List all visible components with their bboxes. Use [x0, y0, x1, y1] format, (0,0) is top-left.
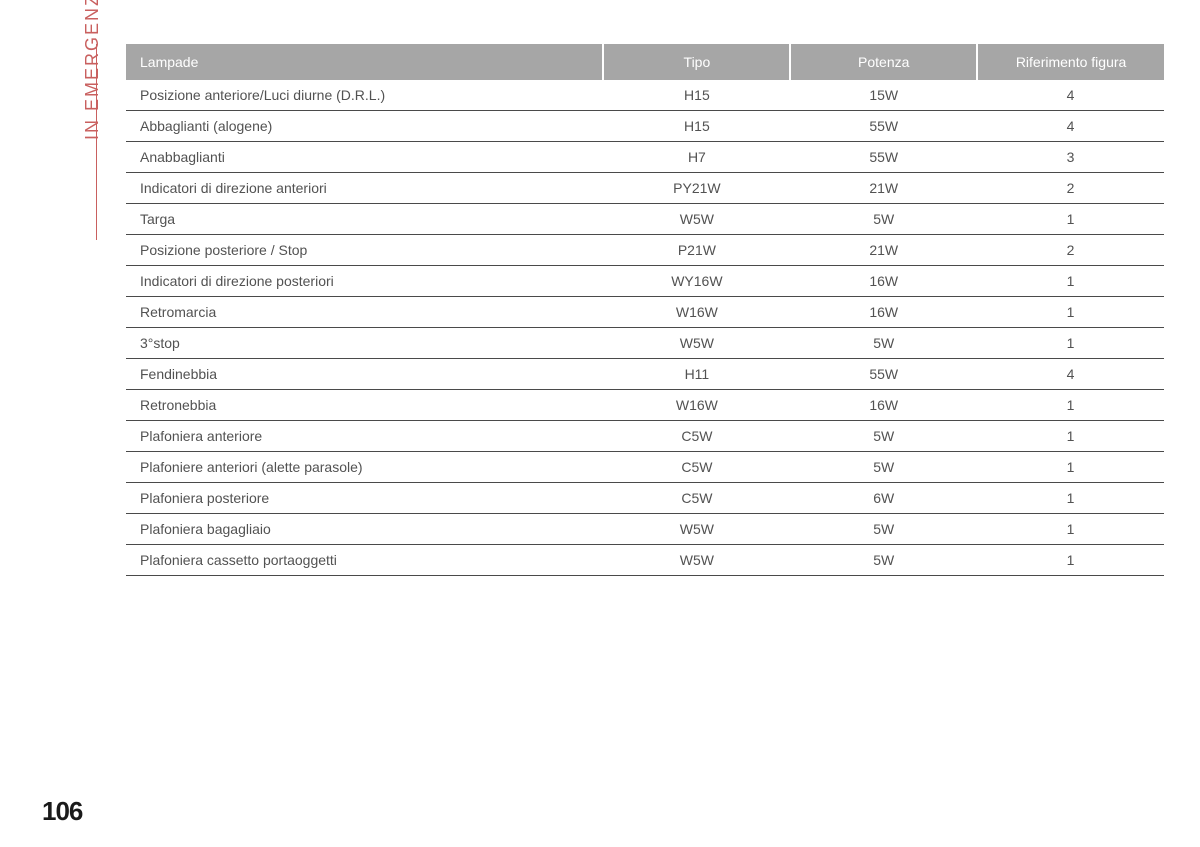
- cell-potenza: 55W: [790, 111, 977, 142]
- cell-tipo: C5W: [603, 421, 790, 452]
- cell-lamp: Targa: [126, 204, 603, 235]
- cell-rif: 4: [977, 80, 1164, 111]
- cell-potenza: 5W: [790, 452, 977, 483]
- section-side-label: IN EMERGENZA: [82, 0, 103, 140]
- cell-lamp: Plafoniera anteriore: [126, 421, 603, 452]
- cell-rif: 2: [977, 173, 1164, 204]
- table-row: Abbaglianti (alogene)H1555W4: [126, 111, 1164, 142]
- cell-lamp: Fendinebbia: [126, 359, 603, 390]
- table-row: Plafoniera posterioreC5W6W1: [126, 483, 1164, 514]
- table-row: RetromarciaW16W16W1: [126, 297, 1164, 328]
- table-row: Plafoniera bagagliaioW5W5W1: [126, 514, 1164, 545]
- col-header-potenza: Potenza: [790, 44, 977, 80]
- cell-rif: 3: [977, 142, 1164, 173]
- col-header-lampade: Lampade: [126, 44, 603, 80]
- cell-lamp: Plafoniera posteriore: [126, 483, 603, 514]
- cell-rif: 1: [977, 390, 1164, 421]
- cell-rif: 1: [977, 421, 1164, 452]
- cell-potenza: 5W: [790, 328, 977, 359]
- cell-rif: 1: [977, 328, 1164, 359]
- cell-lamp: Anabbaglianti: [126, 142, 603, 173]
- col-header-tipo: Tipo: [603, 44, 790, 80]
- table-row: Posizione posteriore / StopP21W21W2: [126, 235, 1164, 266]
- table-row: Posizione anteriore/Luci diurne (D.R.L.)…: [126, 80, 1164, 111]
- table-row: FendinebbiaH1155W4: [126, 359, 1164, 390]
- cell-rif: 2: [977, 235, 1164, 266]
- cell-potenza: 16W: [790, 297, 977, 328]
- cell-tipo: H15: [603, 111, 790, 142]
- lamps-table-container: Lampade Tipo Potenza Riferimento figura …: [126, 44, 1164, 576]
- cell-potenza: 55W: [790, 359, 977, 390]
- table-row: 3°stopW5W5W1: [126, 328, 1164, 359]
- cell-tipo: W5W: [603, 545, 790, 576]
- cell-lamp: Posizione posteriore / Stop: [126, 235, 603, 266]
- cell-tipo: W16W: [603, 390, 790, 421]
- cell-potenza: 15W: [790, 80, 977, 111]
- table-row: RetronebbiaW16W16W1: [126, 390, 1164, 421]
- cell-lamp: Indicatori di direzione anteriori: [126, 173, 603, 204]
- cell-rif: 4: [977, 359, 1164, 390]
- cell-potenza: 5W: [790, 421, 977, 452]
- cell-potenza: 21W: [790, 173, 977, 204]
- cell-tipo: W5W: [603, 204, 790, 235]
- section-side-rule: [96, 44, 97, 240]
- cell-rif: 1: [977, 204, 1164, 235]
- table-row: Plafoniera anterioreC5W5W1: [126, 421, 1164, 452]
- cell-potenza: 55W: [790, 142, 977, 173]
- cell-tipo: PY21W: [603, 173, 790, 204]
- col-header-riferimento: Riferimento figura: [977, 44, 1164, 80]
- cell-lamp: Plafoniere anteriori (alette parasole): [126, 452, 603, 483]
- cell-potenza: 5W: [790, 204, 977, 235]
- cell-tipo: H7: [603, 142, 790, 173]
- cell-rif: 1: [977, 266, 1164, 297]
- cell-lamp: Abbaglianti (alogene): [126, 111, 603, 142]
- table-row: Indicatori di direzione anterioriPY21W21…: [126, 173, 1164, 204]
- cell-tipo: H15: [603, 80, 790, 111]
- cell-lamp: Posizione anteriore/Luci diurne (D.R.L.): [126, 80, 603, 111]
- table-row: Indicatori di direzione posterioriWY16W1…: [126, 266, 1164, 297]
- cell-potenza: 5W: [790, 545, 977, 576]
- cell-tipo: W5W: [603, 328, 790, 359]
- lamps-table: Lampade Tipo Potenza Riferimento figura …: [126, 44, 1164, 576]
- table-row: TargaW5W5W1: [126, 204, 1164, 235]
- table-row: Plafoniera cassetto portaoggettiW5W5W1: [126, 545, 1164, 576]
- cell-lamp: Plafoniera bagagliaio: [126, 514, 603, 545]
- table-row: Plafoniere anteriori (alette parasole)C5…: [126, 452, 1164, 483]
- table-header-row: Lampade Tipo Potenza Riferimento figura: [126, 44, 1164, 80]
- cell-rif: 4: [977, 111, 1164, 142]
- cell-rif: 1: [977, 452, 1164, 483]
- cell-tipo: C5W: [603, 483, 790, 514]
- cell-lamp: Retromarcia: [126, 297, 603, 328]
- cell-lamp: Plafoniera cassetto portaoggetti: [126, 545, 603, 576]
- cell-tipo: W5W: [603, 514, 790, 545]
- cell-potenza: 5W: [790, 514, 977, 545]
- cell-potenza: 6W: [790, 483, 977, 514]
- cell-potenza: 16W: [790, 266, 977, 297]
- cell-potenza: 21W: [790, 235, 977, 266]
- cell-tipo: P21W: [603, 235, 790, 266]
- cell-potenza: 16W: [790, 390, 977, 421]
- cell-rif: 1: [977, 545, 1164, 576]
- table-row: AnabbagliantiH755W3: [126, 142, 1164, 173]
- table-body: Posizione anteriore/Luci diurne (D.R.L.)…: [126, 80, 1164, 576]
- cell-tipo: WY16W: [603, 266, 790, 297]
- cell-lamp: Indicatori di direzione posteriori: [126, 266, 603, 297]
- cell-rif: 1: [977, 483, 1164, 514]
- cell-lamp: Retronebbia: [126, 390, 603, 421]
- cell-rif: 1: [977, 297, 1164, 328]
- cell-rif: 1: [977, 514, 1164, 545]
- cell-tipo: W16W: [603, 297, 790, 328]
- page-number: 106: [42, 796, 82, 827]
- cell-tipo: H11: [603, 359, 790, 390]
- cell-tipo: C5W: [603, 452, 790, 483]
- cell-lamp: 3°stop: [126, 328, 603, 359]
